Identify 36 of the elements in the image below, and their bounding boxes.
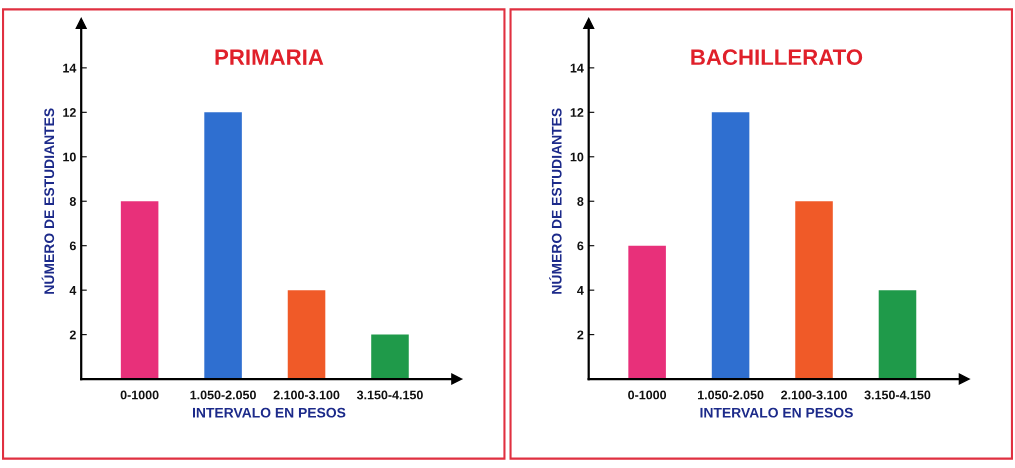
x-tick-label: 3.150-4.150 <box>864 390 931 400</box>
bar <box>711 112 750 380</box>
bar <box>628 245 666 380</box>
y-tick-label: 10 <box>570 152 584 162</box>
y-tick-label: 6 <box>69 241 76 251</box>
x-tick-label: 0-1000 <box>120 390 159 400</box>
y-tick-label: 2 <box>69 330 76 340</box>
y-tick-label: 12 <box>570 108 584 117</box>
bar <box>371 334 409 380</box>
x-tick-label: 1.050-2.050 <box>698 390 764 400</box>
bar <box>287 290 326 380</box>
y-tick-label: 14 <box>570 63 584 73</box>
y-axis-title: NÚMERO DE ESTUDIANTES <box>41 108 55 294</box>
y-tick-label: 4 <box>69 286 77 295</box>
bar <box>878 290 917 380</box>
bar <box>204 112 242 380</box>
y-tick-label: 6 <box>577 241 584 251</box>
x-tick-label: 2.100-3.100 <box>781 390 847 400</box>
x-axis-title: INTERVALO EN PESOS <box>700 407 853 418</box>
y-axis-title: NÚMERO DE ESTUDIANTES <box>549 108 562 294</box>
x-tick-label: 1.050-2.050 <box>190 390 256 400</box>
bar <box>120 201 159 380</box>
y-tick-label: 12 <box>63 108 76 117</box>
x-axis-title: INTERVALO EN PESOS <box>192 407 346 418</box>
x-tick-label: 2.100-3.100 <box>273 390 340 400</box>
bar <box>795 201 833 380</box>
y-tick-label: 8 <box>577 197 584 206</box>
text: BACHILLERATO <box>691 49 863 66</box>
text: PRIMARIA <box>215 49 324 65</box>
y-tick-label: 8 <box>69 197 76 206</box>
y-tick-label: 14 <box>63 63 77 73</box>
x-tick-label: 3.150-4.150 <box>356 390 423 400</box>
y-tick-label: 10 <box>63 152 76 162</box>
x-tick-label: 0-1000 <box>628 390 667 400</box>
y-tick-label: 2 <box>577 330 584 340</box>
y-tick-label: 4 <box>577 286 584 295</box>
